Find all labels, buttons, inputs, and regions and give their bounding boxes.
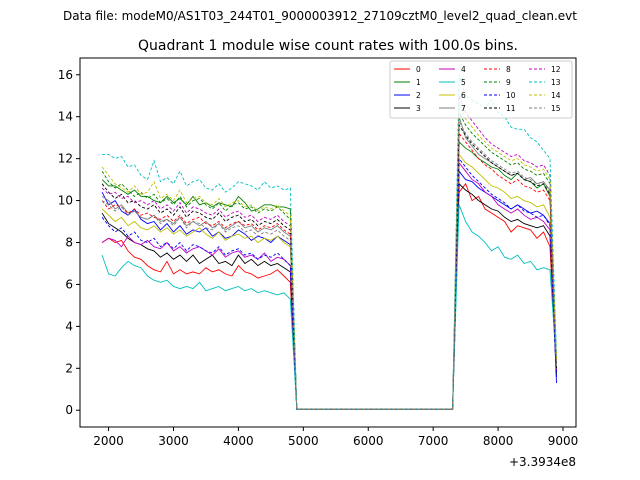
series-line-11 <box>101 123 557 410</box>
x-tick-label: 5000 <box>288 434 319 448</box>
x-tick-label: 6000 <box>353 434 384 448</box>
legend-label-3: 3 <box>416 104 421 113</box>
legend-label-9: 9 <box>506 78 511 87</box>
y-tick-label: 12 <box>58 152 73 166</box>
legend-label-13: 13 <box>551 78 561 87</box>
legend-label-1: 1 <box>416 78 421 87</box>
x-tick-label: 4000 <box>223 434 254 448</box>
y-tick-label: 8 <box>65 236 73 250</box>
legend-label-12: 12 <box>551 65 561 74</box>
legend-label-11: 11 <box>506 104 516 113</box>
y-tick-label: 14 <box>58 110 73 124</box>
series-line-10 <box>101 157 557 410</box>
legend-label-6: 6 <box>461 91 466 100</box>
x-tick-label: 7000 <box>418 434 449 448</box>
series-lines <box>101 74 557 410</box>
y-tick-label: 6 <box>65 277 73 291</box>
legend-label-5: 5 <box>461 78 466 87</box>
legend-label-10: 10 <box>506 91 516 100</box>
legend-label-8: 8 <box>506 65 511 74</box>
legend-label-4: 4 <box>461 65 466 74</box>
suptitle: Data file: modeM0/AS1T03_244T01_90000039… <box>63 9 577 23</box>
legend-label-15: 15 <box>551 104 561 113</box>
x-tick-label: 3000 <box>158 434 189 448</box>
x-tick-label: 2000 <box>93 434 124 448</box>
legend-label-14: 14 <box>551 91 561 100</box>
axes-frame <box>79 57 577 428</box>
legend-label-2: 2 <box>416 91 421 100</box>
legend-label-0: 0 <box>416 65 421 74</box>
chart-title: Quadrant 1 module wise count rates with … <box>138 38 518 54</box>
legend-label-7: 7 <box>461 104 466 113</box>
y-tick-label: 10 <box>58 194 73 208</box>
plot-area: 2000 3000 4000 5000 6000 7000 8000 900002468101… <box>58 68 579 448</box>
y-tick-label: 2 <box>65 361 73 375</box>
y-tick-label: 4 <box>65 319 73 333</box>
legend-box <box>389 60 573 119</box>
x-offset-label: +3.3934e8 <box>509 455 576 469</box>
y-tick-label: 16 <box>58 68 73 82</box>
y-tick-label: 0 <box>65 403 73 417</box>
x-tick-label: 8000 <box>483 434 514 448</box>
series-line-15 <box>101 120 557 410</box>
x-tick-label: 9000 <box>548 434 579 448</box>
